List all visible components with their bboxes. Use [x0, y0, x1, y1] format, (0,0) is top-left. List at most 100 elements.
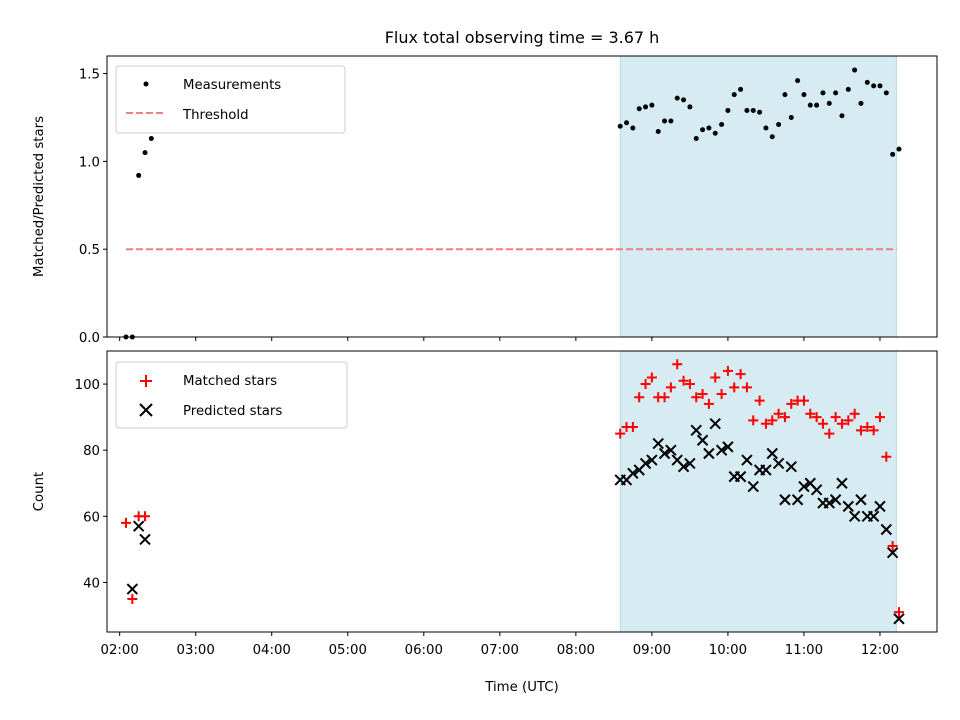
matched-star-point [140, 511, 151, 522]
top-x-ticks [119, 337, 881, 341]
measurements-points [123, 67, 902, 340]
x-tick-label: 04:00 [253, 643, 291, 658]
predicted-star-point [132, 520, 145, 532]
matched-star-point [760, 418, 771, 429]
matched-star-point [817, 418, 828, 429]
y-tick-label: 1.0 [79, 155, 100, 170]
predicted-star-point [126, 583, 139, 595]
measurement-point [643, 104, 649, 110]
measurement-point [712, 130, 718, 136]
measurement-point [700, 127, 706, 133]
measurement-point [148, 136, 154, 142]
top-legend: Measurements Threshold [115, 65, 346, 134]
matched-star-point [824, 428, 835, 439]
measurement-point [833, 90, 839, 96]
measurement-point [820, 90, 826, 96]
predicted-star-point [823, 497, 835, 509]
x-tick-label: 10:00 [709, 643, 747, 658]
bottom-y-axis-label: Count [32, 472, 47, 512]
bottom-legend-box [115, 361, 348, 429]
x-tick-label: 09:00 [633, 643, 671, 658]
predicted-star-point [874, 500, 886, 513]
x-tick-label: 02:00 [101, 643, 139, 658]
y-tick-label: 100 [75, 378, 100, 393]
y-tick-label: 0.5 [79, 243, 100, 258]
predicted-star-point [829, 494, 842, 506]
predicted-star-point [627, 467, 639, 480]
measurement-point [706, 125, 712, 131]
measurement-point [852, 67, 858, 73]
matched-star-point [855, 425, 866, 436]
predicted-star-point [734, 470, 747, 483]
matched-star-point [627, 422, 638, 433]
predicted-star-point [779, 494, 791, 506]
matched-star-point [843, 415, 854, 426]
predicted-star-point [747, 480, 759, 493]
predicted-legend-label: Predicted stars [183, 404, 282, 419]
bottom-x-ticks: 02:00 03:00 04:00 05:00 06:00 07:00 08:00 09:00… [101, 632, 899, 658]
measurement-point [845, 86, 851, 92]
predicted-star-point [785, 460, 797, 473]
matched-star-point [684, 379, 695, 390]
observing-window-shade-bottom [619, 350, 897, 633]
top-y-ticks: 0.0 0.5 1.0 1.5 [79, 68, 107, 346]
matched-star-point [779, 412, 790, 423]
x-tick-label: 12:00 [861, 643, 899, 658]
y-tick-label: 0.0 [79, 331, 100, 346]
matched-star-point [849, 408, 860, 419]
x-tick-label: 08:00 [557, 643, 595, 658]
matched-star-point [697, 388, 708, 399]
measurement-point [136, 172, 142, 178]
star-count-points [121, 359, 905, 625]
measurement-point [719, 121, 725, 127]
matched-star-point [874, 412, 885, 423]
matched-legend-marker [140, 375, 152, 387]
matched-star-point [615, 428, 626, 439]
matched-star-point [754, 395, 765, 406]
predicted-star-point [772, 457, 785, 470]
matched-star-point [862, 422, 873, 433]
measurement-point [890, 151, 896, 157]
x-axis-label: Time (UTC) [484, 680, 559, 695]
measurement-point [788, 114, 794, 120]
measurement-point [858, 100, 864, 106]
measurement-point [877, 83, 883, 89]
measurement-point [617, 123, 623, 129]
measurement-point [731, 92, 737, 98]
matched-star-point [767, 415, 778, 426]
bottom-y-ticks: 40 60 80 100 [75, 378, 107, 591]
measurement-point [807, 102, 813, 108]
bottom-panel: 40 60 80 100 02:00 03:00 04:00 05:00 06:00 07:00… [32, 350, 938, 695]
matched-star-point [729, 382, 740, 393]
predicted-star-point [848, 510, 861, 523]
measurement-point [624, 120, 630, 126]
measurement-point [662, 118, 668, 124]
matched-star-point [710, 372, 721, 383]
predicted-star-point [791, 494, 804, 506]
matched-star-point [659, 392, 670, 403]
matched-star-point [887, 541, 898, 552]
matched-star-point [703, 398, 714, 409]
measurement-point [668, 118, 674, 124]
predicted-star-point [798, 480, 810, 493]
top-panel: 0.0 0.5 1.0 1.5 Matched/Predicted stars Mea… [32, 55, 938, 346]
matched-star-point [786, 398, 797, 409]
measurement-point [630, 125, 636, 131]
matched-legend-label: Matched stars [183, 374, 277, 389]
matched-star-point [830, 412, 841, 423]
matched-star-point [748, 415, 759, 426]
matched-star-point [773, 408, 784, 419]
predicted-star-point [760, 464, 772, 476]
measurement-point [795, 78, 801, 84]
predicted-star-point [690, 424, 702, 437]
predicted-star-point [646, 454, 658, 466]
matched-star-point [646, 372, 657, 383]
matched-star-point [634, 392, 645, 403]
measurement-point [693, 136, 699, 142]
matched-star-point [735, 369, 746, 380]
matched-star-point [127, 593, 138, 604]
measurement-point [750, 107, 756, 113]
predicted-star-point [709, 418, 721, 430]
chart-title: Flux total observing time = 3.67 h [385, 28, 660, 47]
predicted-star-point [665, 444, 677, 456]
